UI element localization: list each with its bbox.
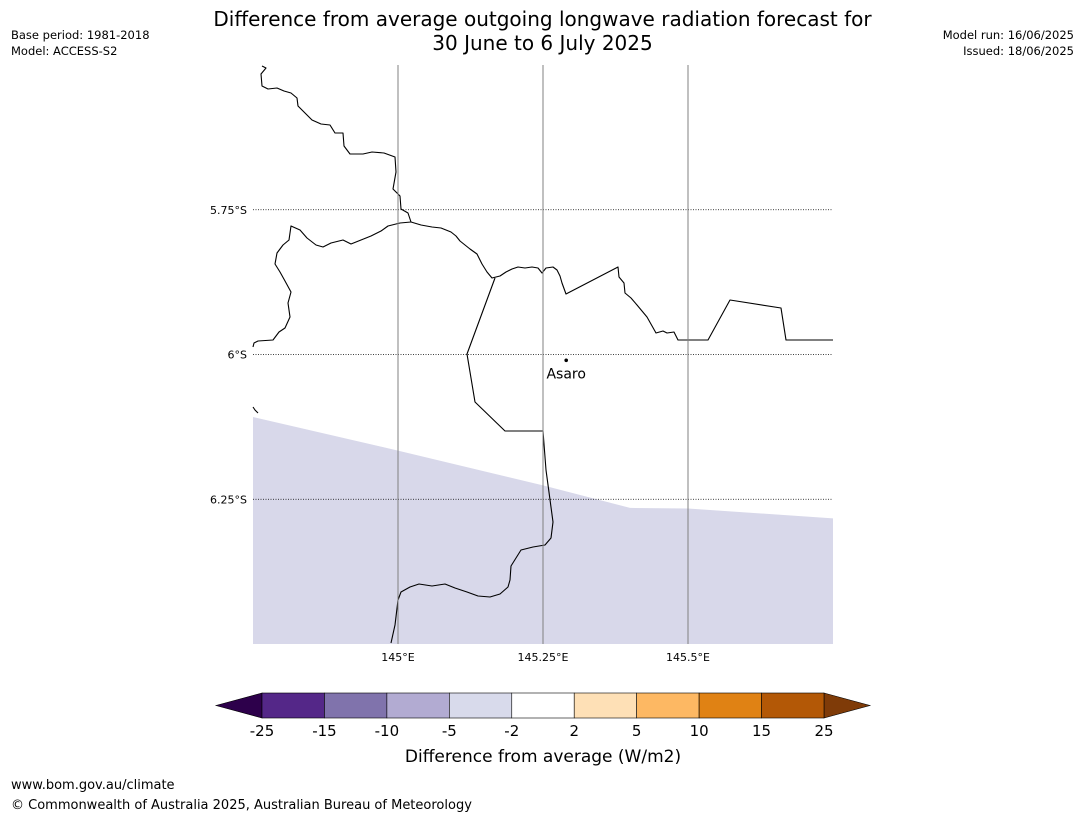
graticule: 5.75°S 6°S 6.25°S 145°E 145.25°E 145.5°E <box>210 65 833 664</box>
colorbar-swatch <box>324 692 388 719</box>
colorbar-boxes <box>214 692 872 719</box>
coastline-north <box>252 65 412 348</box>
place-markers: Asaro <box>546 358 586 382</box>
colorbar-under-arrow <box>214 692 263 719</box>
colorbar: -25 -15 -10 -5 -2 2 5 10 15 25 Difference from av… <box>214 692 872 767</box>
colorbar-swatch <box>636 692 700 719</box>
colorbar-label: Difference from average (W/m2) <box>405 747 681 767</box>
coast-fragment <box>252 406 259 414</box>
colorbar-swatch <box>573 692 637 719</box>
issued-date: Issued: 18/06/2025 <box>963 44 1074 58</box>
colorbar-tick-label: 10 <box>690 722 709 740</box>
colorbar-tick-label: -2 <box>504 722 519 740</box>
colorbar-swatch <box>761 692 825 719</box>
title-line-2: 30 June to 6 July 2025 <box>432 31 653 55</box>
meta-left: Base period: 1981-2018 Model: ACCESS-S2 <box>11 27 150 59</box>
colorbar-swatch <box>449 692 513 719</box>
colorbar-swatch <box>511 692 575 719</box>
colorbar-tick-label: -5 <box>442 722 457 740</box>
border-southwest <box>390 277 554 644</box>
lon-tick-label: 145.5°E <box>666 651 710 664</box>
model-run: Model run: 16/06/2025 <box>942 28 1074 42</box>
footer-url: www.bom.gov.au/climate <box>11 778 175 793</box>
base-period: Base period: 1981-2018 <box>11 28 150 42</box>
footer: www.bom.gov.au/climate © Commonwealth of… <box>11 776 472 816</box>
colorbar-tick-label: 25 <box>814 722 833 740</box>
lat-tick-label: 5.75°S <box>210 204 247 217</box>
lat-tick-label: 6°S <box>228 349 247 362</box>
colorbar-tick-label: -15 <box>312 722 337 740</box>
colorbar-tick-label: -10 <box>375 722 400 740</box>
colorbar-swatch <box>698 692 762 719</box>
lon-tick-label: 145°E <box>381 651 414 664</box>
colorbar-tick-label: 2 <box>569 722 579 740</box>
meta-right: Model run: 16/06/2025 Issued: 18/06/2025 <box>943 27 1074 59</box>
footer-copyright: © Commonwealth of Australia 2025, Austra… <box>11 798 472 813</box>
lat-tick-label: 6.25°S <box>210 493 247 506</box>
map-panel: 5.75°S 6°S 6.25°S 145°E 145.25°E 145.5°E Asar… <box>210 65 833 664</box>
place-label: Asaro <box>546 366 585 382</box>
lon-tick-label: 145.25°E <box>518 651 569 664</box>
place-dot <box>564 358 568 363</box>
colorbar-swatch <box>386 692 450 719</box>
chart-title: Difference from average outgoing longwav… <box>150 7 935 55</box>
province-borders <box>252 65 833 644</box>
colorbar-tick-label: 15 <box>752 722 771 740</box>
title-line-1: Difference from average outgoing longwav… <box>213 7 872 31</box>
border-east <box>410 221 833 341</box>
colorbar-tick-label: 5 <box>632 722 642 740</box>
colorbar-swatch <box>261 692 325 719</box>
colorbar-tick-label: -25 <box>250 722 275 740</box>
model-name: Model: ACCESS-S2 <box>11 44 118 58</box>
colorbar-ticks: -25 -15 -10 -5 -2 2 5 10 15 25 <box>250 722 834 740</box>
colorbar-over-arrow <box>823 692 872 719</box>
